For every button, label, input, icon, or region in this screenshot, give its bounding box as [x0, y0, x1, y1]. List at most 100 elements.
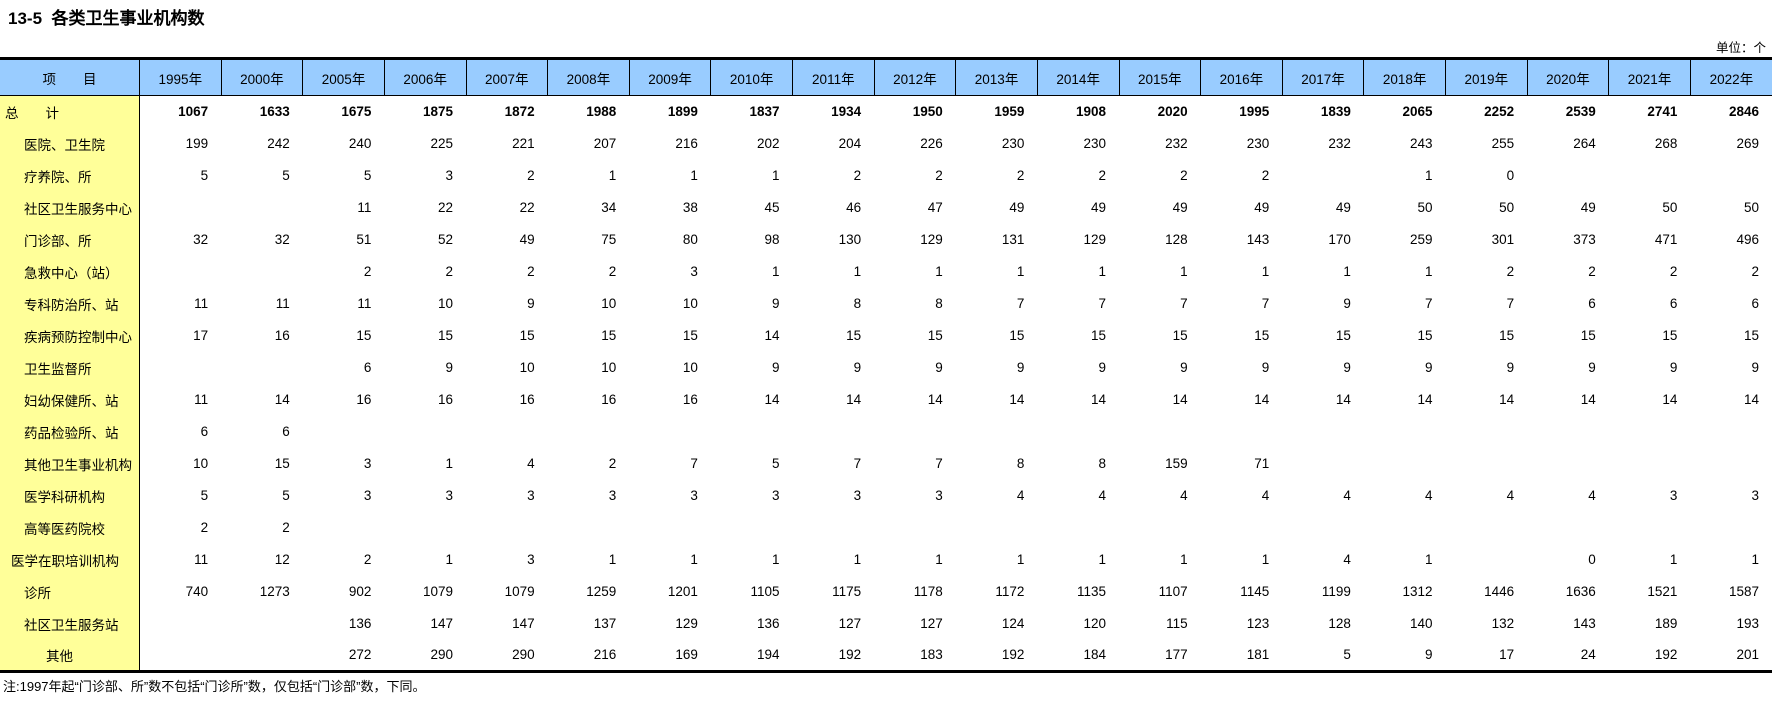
cell: 1: [445, 552, 453, 567]
cell: 2741: [1647, 104, 1678, 120]
cell: [1446, 512, 1528, 544]
cell: 8: [1016, 456, 1025, 471]
row-label: 高等医药院校: [0, 511, 140, 544]
cell: [466, 512, 548, 544]
cell: 24: [1580, 647, 1596, 663]
cell: 1145: [1240, 584, 1270, 599]
cell: 50: [1499, 200, 1515, 215]
cell: 471: [1654, 232, 1678, 247]
cell: 2: [527, 168, 535, 183]
cell: 9: [1343, 296, 1351, 311]
cell: 193: [1736, 616, 1759, 631]
cell: 1: [853, 264, 862, 279]
row-label: 门诊部、所: [0, 223, 140, 256]
year-header: 2016年: [1200, 58, 1283, 96]
year-header: 2020年: [1526, 58, 1609, 96]
cell: 147: [512, 616, 535, 631]
cell: 14: [1009, 392, 1025, 407]
cell: 14: [1743, 392, 1759, 407]
cell: [1282, 160, 1364, 192]
cell: 1079: [422, 584, 453, 599]
cell: 159: [1165, 456, 1188, 471]
cell: 1067: [178, 104, 209, 120]
cell: 3: [363, 488, 372, 503]
cell: [956, 416, 1038, 448]
cell: 11: [357, 200, 372, 215]
cell: 2: [363, 264, 372, 279]
cell: 5: [200, 168, 209, 183]
table-row: 卫生监督所 6 9 10 10 10 9 9 9 9 9 9 9 9 9 9 9 9 9: [0, 351, 1772, 384]
cell: 50: [1417, 200, 1433, 215]
cell: 7: [1098, 296, 1106, 311]
cell: [1446, 544, 1528, 576]
cell: 2: [282, 520, 290, 535]
cell: 2: [608, 264, 617, 279]
cell: 9: [1098, 360, 1106, 375]
table-row: 妇幼保健所、站 11 14 16 16 16 16 16 14 14 14 14 14 14 14 14 14 1…: [0, 383, 1772, 416]
cell: 46: [846, 200, 862, 215]
cell: 130: [838, 232, 862, 247]
table-row: 药品检验所、站 6 6: [0, 415, 1772, 448]
cell: 34: [601, 200, 617, 215]
cell: 15: [1499, 328, 1515, 343]
row-label: 医院、卫生院: [0, 127, 140, 160]
cell: 124: [1001, 616, 1025, 631]
cell: 143: [1246, 232, 1270, 247]
cell: [140, 640, 222, 672]
cell: 1: [1016, 264, 1025, 279]
cell: 2846: [1728, 104, 1759, 120]
cell: [140, 352, 222, 384]
cell: 1312: [1402, 584, 1433, 599]
cell: 14: [1417, 392, 1433, 407]
cell: 259: [1409, 232, 1433, 247]
cell: 3: [1669, 488, 1678, 503]
cell: 2: [1588, 264, 1596, 279]
cell: 902: [348, 584, 372, 599]
cell: 15: [1335, 328, 1351, 343]
cell: 216: [593, 647, 617, 663]
cell: 80: [682, 232, 698, 247]
cell: [874, 416, 956, 448]
cell: 1: [1180, 552, 1188, 567]
row-label: 其他: [0, 639, 140, 672]
row-label: 急救中心（站）: [0, 255, 140, 288]
cell: 49: [1090, 200, 1106, 215]
cell: 1: [690, 552, 698, 567]
cell: 9: [527, 296, 535, 311]
cell: [1201, 512, 1283, 544]
cell: 272: [348, 647, 372, 663]
cell: 192: [838, 647, 862, 663]
cell: 16: [356, 392, 372, 407]
cell: 11: [194, 296, 209, 311]
cell: 1105: [750, 584, 780, 599]
year-header: 2014年: [1036, 58, 1119, 96]
cell: 15: [519, 328, 535, 343]
cell: 8: [935, 296, 943, 311]
cell: 3: [935, 488, 943, 503]
year-header: 1995年: [139, 58, 222, 96]
cell: 7: [935, 456, 943, 471]
table-row: 医学在职培训机构 11 12 2 1 3 1 1 1 1 1 1 1 1 1 4 1 0 1 1: [0, 543, 1772, 576]
cell: 2: [608, 456, 617, 471]
year-header: 2005年: [302, 58, 385, 96]
cell: 3: [853, 488, 862, 503]
cell: 10: [437, 296, 453, 311]
cell: 51: [356, 232, 372, 247]
cell: [140, 608, 222, 640]
cell: [956, 512, 1038, 544]
cell: 1: [1424, 552, 1433, 567]
cell: 129: [1083, 232, 1106, 247]
cell: 1: [608, 168, 617, 183]
cell: 189: [1654, 616, 1678, 631]
cell: 201: [1736, 647, 1759, 663]
cell: 1837: [749, 104, 780, 120]
cell: 50: [1662, 200, 1678, 215]
cell: 9: [1424, 647, 1433, 663]
cell: [1119, 416, 1201, 448]
cell: 4: [1343, 552, 1351, 567]
year-header: 2021年: [1608, 58, 1691, 96]
cell: 2: [1506, 264, 1515, 279]
cell: 1: [935, 552, 943, 567]
table-row: 其他 272 290 290 216 169 194 192 183 192 184 177 181 5 9…: [0, 639, 1772, 672]
